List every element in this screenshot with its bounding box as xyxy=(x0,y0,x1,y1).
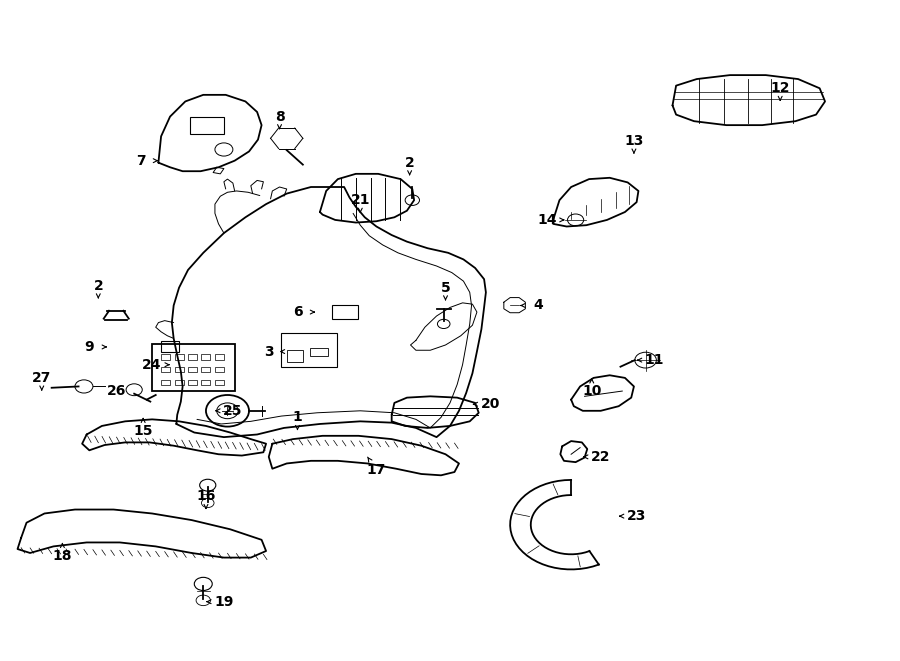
Text: 18: 18 xyxy=(52,549,72,563)
Text: 2: 2 xyxy=(405,155,415,170)
Bar xyxy=(161,380,170,385)
Bar xyxy=(175,354,184,360)
Text: 12: 12 xyxy=(770,81,790,95)
Text: 23: 23 xyxy=(627,509,646,523)
Text: 4: 4 xyxy=(533,299,543,313)
Text: 13: 13 xyxy=(625,134,643,148)
Text: 16: 16 xyxy=(196,489,216,504)
Text: 25: 25 xyxy=(223,404,243,418)
Text: 27: 27 xyxy=(32,371,51,385)
Text: 3: 3 xyxy=(264,344,274,358)
Bar xyxy=(188,380,197,385)
Bar xyxy=(331,305,358,319)
Text: 11: 11 xyxy=(644,353,664,367)
Text: 22: 22 xyxy=(591,450,610,464)
Text: 9: 9 xyxy=(85,340,94,354)
Text: 10: 10 xyxy=(582,384,601,398)
Text: 5: 5 xyxy=(441,281,450,295)
Bar xyxy=(161,354,170,360)
Bar xyxy=(202,354,211,360)
Bar xyxy=(282,333,337,368)
Text: 2: 2 xyxy=(94,279,104,293)
Text: 17: 17 xyxy=(366,463,386,477)
Bar xyxy=(215,367,224,372)
Text: 20: 20 xyxy=(481,397,500,411)
Text: 26: 26 xyxy=(106,384,126,398)
Bar xyxy=(175,380,184,385)
Text: 6: 6 xyxy=(292,305,302,319)
Bar xyxy=(202,367,211,372)
Bar xyxy=(152,344,235,391)
Bar xyxy=(175,367,184,372)
Text: 7: 7 xyxy=(136,153,145,168)
Bar xyxy=(202,380,211,385)
Bar xyxy=(161,341,179,352)
Text: 8: 8 xyxy=(274,110,284,124)
Text: 19: 19 xyxy=(214,595,234,609)
Text: 21: 21 xyxy=(350,193,370,207)
Text: 15: 15 xyxy=(133,424,153,438)
Bar xyxy=(188,367,197,372)
Text: 14: 14 xyxy=(537,213,556,227)
Bar xyxy=(215,380,224,385)
Bar xyxy=(161,367,170,372)
Bar xyxy=(215,354,224,360)
Text: 1: 1 xyxy=(292,410,302,424)
Text: 24: 24 xyxy=(142,358,162,371)
Bar xyxy=(188,354,197,360)
Bar xyxy=(287,350,303,362)
Bar xyxy=(190,117,224,134)
